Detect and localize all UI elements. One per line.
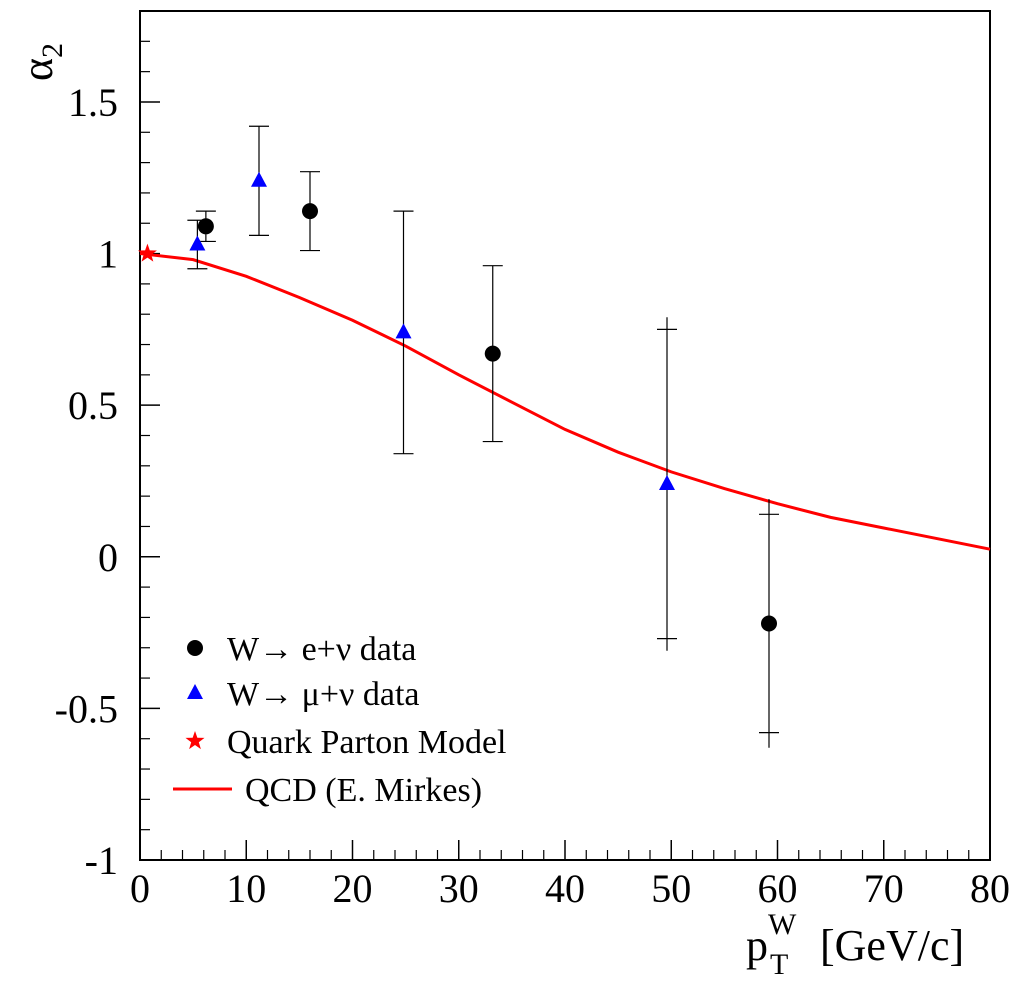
legend-marker-triangle xyxy=(187,684,203,699)
x-tick-label: 50 xyxy=(651,866,691,911)
y-axis-label: α2 xyxy=(13,43,69,81)
x-tick-label: 70 xyxy=(864,866,904,911)
x-tick-label: 20 xyxy=(333,866,373,911)
curve-layer xyxy=(139,252,991,551)
data-point-circle xyxy=(484,345,501,362)
x-tick-label: 60 xyxy=(758,866,798,911)
marker-layer xyxy=(137,171,777,632)
y-tick-label: 0.5 xyxy=(68,383,118,428)
y-tick-label: -1 xyxy=(85,838,118,883)
x-axis-label-p: p xyxy=(746,921,768,970)
legend-label: QCD (E. Mirkes) xyxy=(245,772,482,809)
y-axis-label-sub: 2 xyxy=(36,43,69,58)
x-tick-label: 80 xyxy=(970,866,1010,911)
x-axis-label-unit: [GeV/c] xyxy=(820,921,964,970)
legend-label: Quark Parton Model xyxy=(227,724,507,761)
x-axis-label-sup: W xyxy=(768,908,797,941)
x-tick-label: 30 xyxy=(439,866,479,911)
data-point-circle xyxy=(761,615,777,632)
x-tick-label: 10 xyxy=(226,866,266,911)
x-tick-label: 40 xyxy=(545,866,585,911)
x-tick-label: 0 xyxy=(130,866,150,911)
y-axis-label-main: α xyxy=(13,58,62,81)
ticks-layer: 0 10 20 30 40 50 60 70 80 -1 -0.5 0 0.5 1 1.5 xyxy=(55,10,1010,911)
data-point-triangle xyxy=(251,171,267,187)
qcd-curve xyxy=(139,252,991,551)
y-tick-label: 1.5 xyxy=(68,80,118,125)
data-point-star xyxy=(137,243,157,262)
data-point-triangle xyxy=(659,475,675,491)
legend-marker-star xyxy=(185,731,205,750)
legend-label: W→ e+ν data xyxy=(227,631,416,668)
data-point-circle xyxy=(302,203,318,220)
x-axis-label-sub: T xyxy=(770,948,788,979)
data-point-triangle xyxy=(395,323,412,339)
legend: W→ e+ν data W→ μ+ν data Quark Parton Model… xyxy=(173,631,507,809)
data-point-circle xyxy=(197,218,214,235)
y-tick-label: -0.5 xyxy=(55,686,118,731)
y-tick-label: 1 xyxy=(98,232,118,277)
data-point-triangle xyxy=(189,235,206,251)
legend-marker-circle xyxy=(187,640,203,656)
y-tick-label: 0 xyxy=(98,535,118,580)
legend-label: W→ μ+ν data xyxy=(227,676,420,713)
